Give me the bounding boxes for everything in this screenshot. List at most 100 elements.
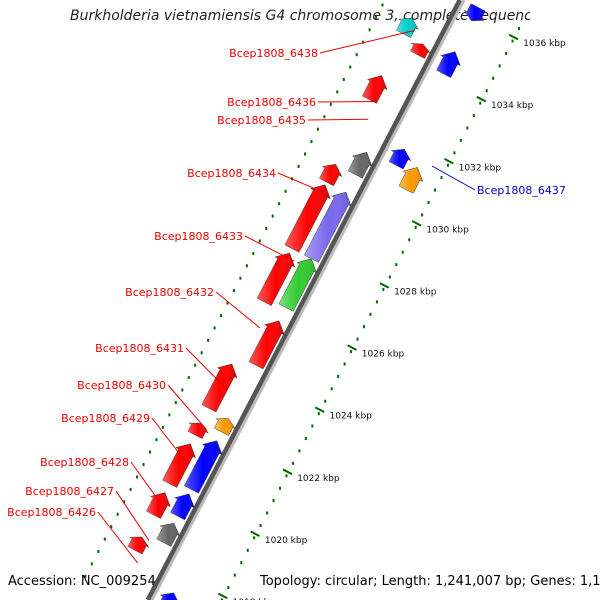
gene-leader-line: [97, 511, 138, 564]
gene-leader-line: [151, 417, 189, 466]
gene-label-bcep1808_6430: Bcep1808_6430: [77, 379, 166, 392]
backbone-group: [145, 0, 466, 600]
scale-tick-label: 1030 kbp: [426, 225, 469, 235]
gene-outer-b-arrow: [436, 51, 461, 78]
scale-tick-label: 1020 kbp: [265, 536, 308, 546]
gene-leader-line: [130, 461, 166, 510]
gene-6430-arrow: [201, 363, 238, 413]
track-dot: [330, 387, 333, 391]
track-dot: [259, 523, 262, 527]
gene-label-bcep1808_6437: Bcep1808_6437: [477, 184, 566, 197]
scale-tick: [508, 33, 519, 41]
scale-tick-label: 1034 kbp: [491, 101, 534, 111]
gene-leader-line: [215, 291, 261, 329]
scale-tick-label: 1024 kbp: [329, 412, 372, 422]
track-dot: [279, 486, 282, 490]
gene-6426b-arrow: [127, 536, 150, 555]
track-dot: [278, 202, 281, 206]
gene-labels: Bcep1808_6438 Bcep1808_6436 Bcep1808_6435 B…: [7, 30, 566, 564]
gene-leader-line: [185, 347, 228, 391]
gene-leader-line: [317, 100, 378, 103]
gene-6426-arrow-gloss: [156, 523, 180, 547]
gene-label-bcep1808_6434: Bcep1808_6434: [187, 167, 276, 180]
gene-outer-d-arrow: [159, 592, 178, 600]
track-dot: [90, 562, 93, 566]
track-dot: [408, 238, 411, 242]
track-dot: [388, 275, 391, 279]
track-dot: [342, 77, 345, 81]
gene-6433-arrow-gloss: [284, 184, 331, 253]
gene-6435-arrow: [347, 152, 373, 179]
summary-text: Topology: circular; Length: 1,241,007 bp…: [260, 574, 600, 589]
gene-6428-arrow-gloss: [170, 493, 195, 520]
gene-leader-line: [319, 30, 415, 54]
track-dot: [382, 287, 385, 291]
gene-6429b-arrow-gloss: [187, 423, 209, 439]
track-dot: [518, 27, 521, 31]
track-dot: [207, 338, 210, 342]
gene-6433-arrow: [284, 184, 331, 253]
track-dot: [427, 200, 430, 204]
track-dot: [285, 474, 288, 478]
track-dot: [440, 176, 443, 180]
gene-6436-arrow: [361, 75, 388, 104]
track-dot: [226, 301, 229, 305]
track-dot: [123, 500, 126, 504]
gene-6428b-arrow: [162, 443, 196, 488]
gene-6438-arrow: [396, 17, 419, 38]
backbone-shadow: [145, 0, 463, 600]
scale-tick: [411, 220, 422, 227]
track-dot: [369, 312, 372, 316]
track-dot: [271, 214, 274, 218]
track-dot: [240, 561, 243, 565]
scale-tick: [217, 592, 228, 600]
feature-group: [127, 3, 486, 600]
track-dot: [492, 76, 495, 80]
gene-6435-arrow-gloss: [348, 152, 372, 179]
track-dot: [272, 499, 275, 503]
track-dot: [298, 449, 301, 453]
scale-tick: [282, 468, 293, 475]
gene-leader-line: [277, 172, 330, 196]
track-dot: [220, 598, 223, 600]
track-dot: [355, 53, 358, 57]
track-dot: [362, 325, 365, 329]
track-dot: [459, 138, 462, 142]
track-dot: [161, 425, 164, 429]
track-dot: [116, 512, 119, 516]
track-dot: [97, 549, 100, 553]
scale-tick-label: 1028 kbp: [394, 288, 437, 298]
gene-6433b-arrow: [278, 258, 317, 312]
track-dot: [129, 487, 132, 491]
gene-6426b-arrow-gloss: [127, 537, 149, 554]
track-dot: [103, 537, 106, 541]
track-dot: [485, 89, 488, 93]
gene-leader-line: [431, 165, 476, 191]
track-dot: [84, 574, 87, 578]
track-dot: [479, 101, 482, 105]
gene-outer-b-arrow-gloss: [436, 51, 461, 78]
gene-6432-arrow-gloss: [257, 253, 295, 306]
track-dot: [110, 525, 113, 529]
track-dot: [310, 140, 313, 144]
gene-6430b-arrow-gloss: [214, 418, 236, 436]
gene-6431-arrow-gloss: [248, 320, 285, 369]
track-dot: [336, 90, 339, 94]
gene-label-bcep1808_6435: Bcep1808_6435: [217, 114, 306, 127]
gene-6426-arrow: [156, 522, 181, 547]
track-dot: [266, 511, 269, 515]
track-dot: [466, 126, 469, 130]
track-dot: [148, 450, 151, 454]
gene-6437-arrow-gloss: [398, 167, 423, 194]
gene-6427-arrow-gloss: [146, 492, 171, 519]
gene-6434-arrow-gloss: [304, 192, 352, 263]
left-dot-track: [84, 3, 384, 578]
track-dot: [350, 350, 353, 354]
scale-tick: [476, 95, 487, 103]
gene-6434-arrow: [303, 191, 352, 263]
track-dot: [337, 374, 340, 378]
gene-label-bcep1808_6436: Bcep1808_6436: [227, 96, 316, 109]
scale-tick: [444, 158, 454, 165]
scale-tick-label: 1026 kbp: [362, 350, 405, 360]
track-dot: [304, 152, 307, 156]
